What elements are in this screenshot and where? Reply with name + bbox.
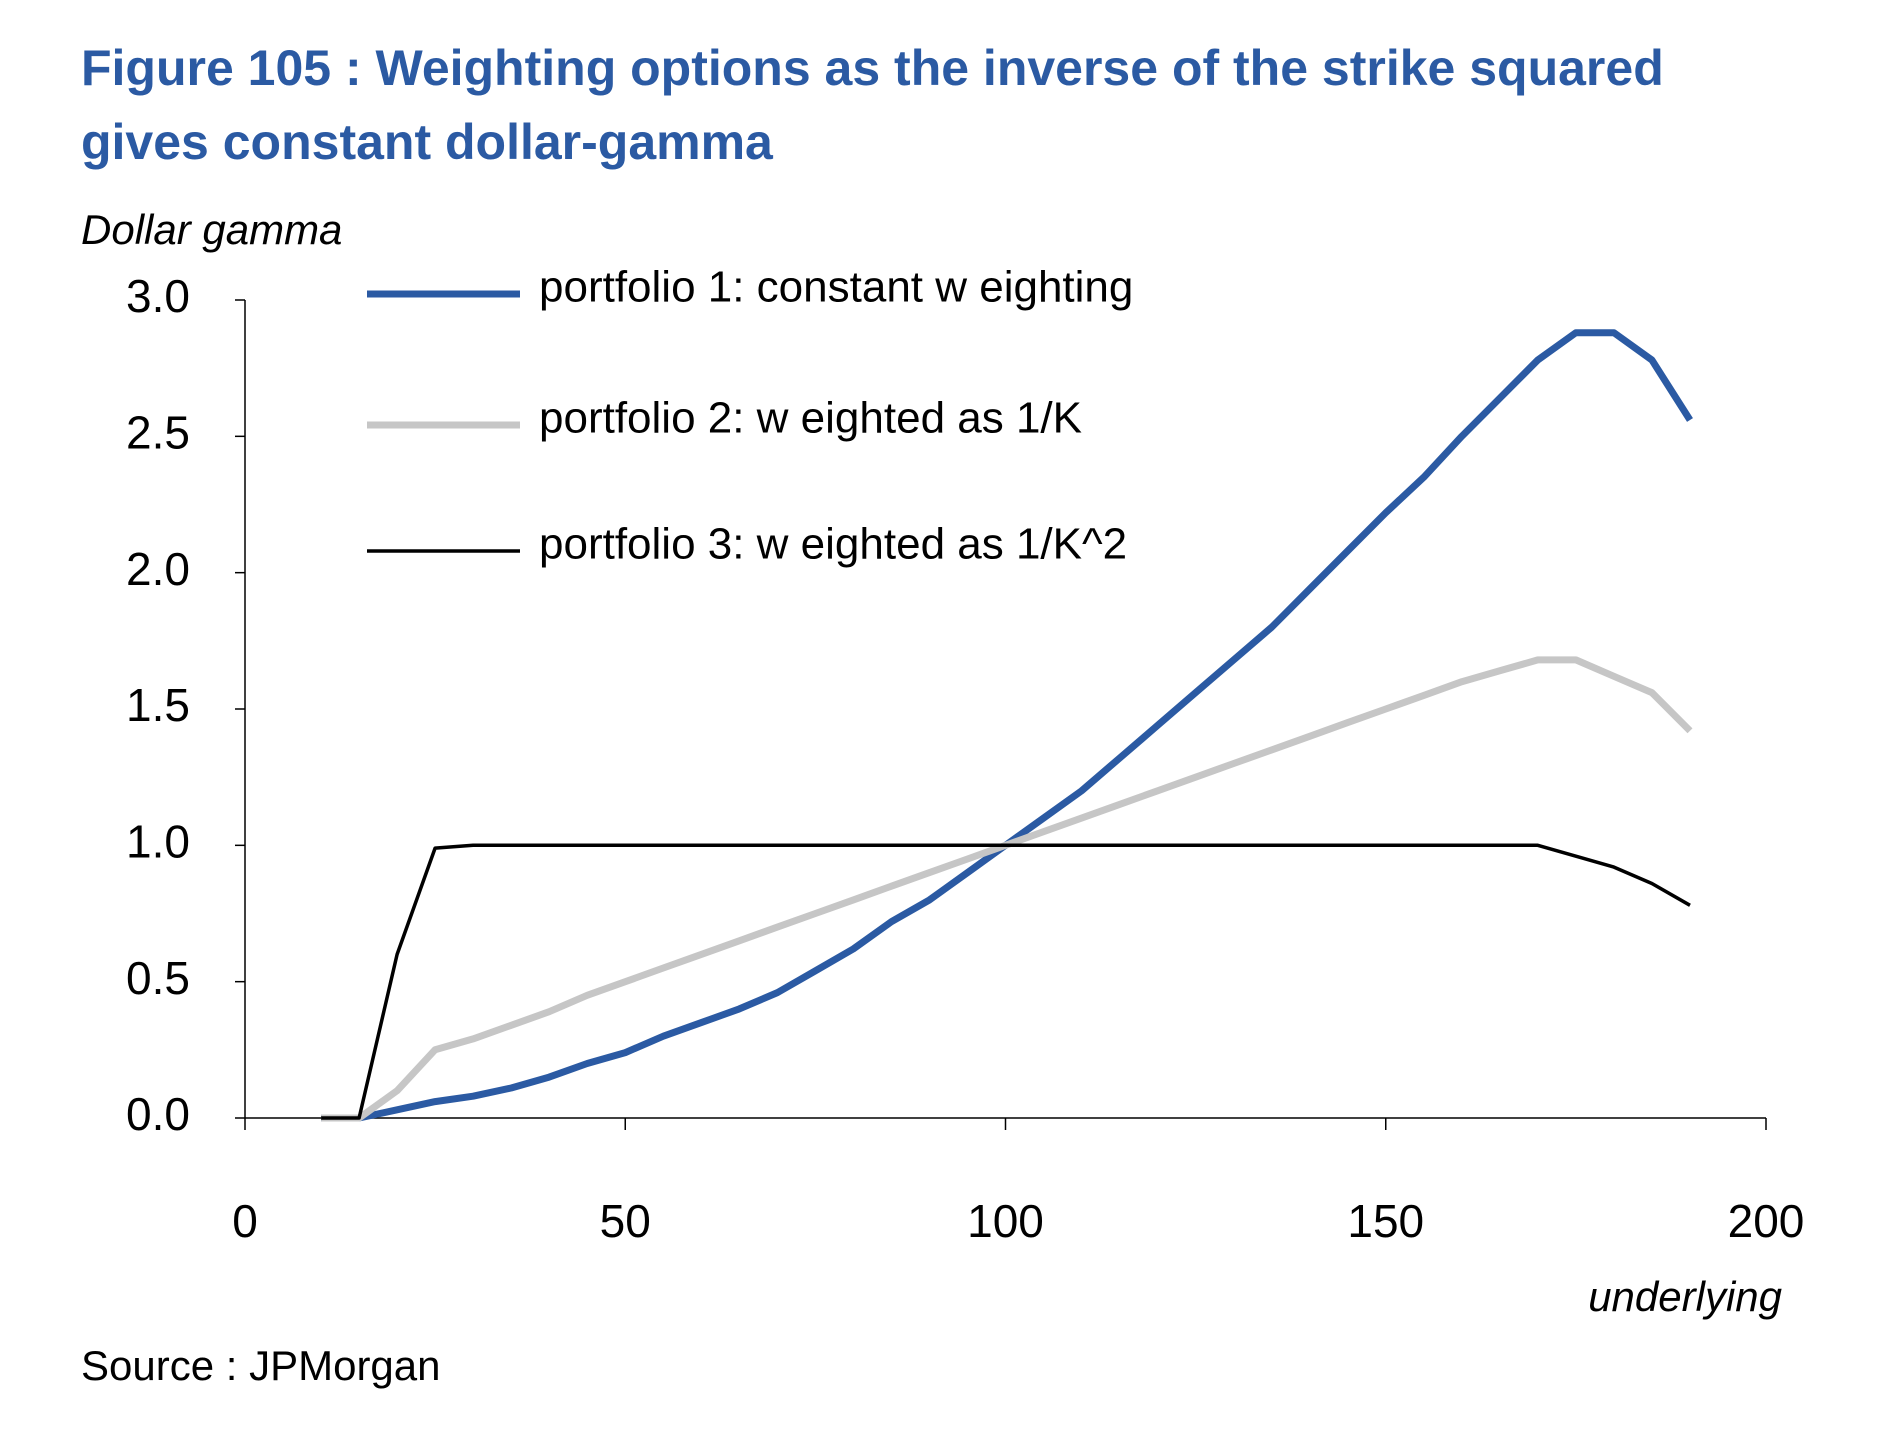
x-tick-label: 100	[967, 1195, 1044, 1247]
chart-title: Figure 105 : Weighting options as the in…	[81, 40, 1664, 96]
y-tick-label: 1.0	[126, 815, 190, 867]
series-line	[321, 656, 1693, 1122]
legend-label: portfolio 3: w eighted as 1/K^2	[539, 520, 1127, 569]
y-axis-label: Dollar gamma	[81, 206, 342, 253]
chart-title: gives constant dollar-gamma	[81, 114, 774, 170]
x-axis-label: underlying	[1588, 1273, 1782, 1320]
y-tick-label: 0.5	[126, 952, 190, 1004]
y-tick-label: 0.0	[126, 1088, 190, 1140]
x-tick-label: 50	[600, 1195, 651, 1247]
y-tick-label: 2.5	[126, 406, 190, 458]
legend-label: portfolio 1: constant w eighting	[539, 263, 1133, 312]
series-line	[321, 329, 1693, 1122]
y-tick-label: 3.0	[126, 270, 190, 322]
x-tick-label: 150	[1347, 1195, 1424, 1247]
series-line	[321, 843, 1691, 1120]
y-tick-label: 2.0	[126, 543, 190, 595]
x-tick-label: 200	[1728, 1195, 1805, 1247]
y-tick-label: 1.5	[126, 679, 190, 731]
legend-label: portfolio 2: w eighted as 1/K	[539, 394, 1082, 443]
x-tick-label: 0	[232, 1195, 258, 1247]
source: Source : JPMorgan	[81, 1342, 441, 1389]
